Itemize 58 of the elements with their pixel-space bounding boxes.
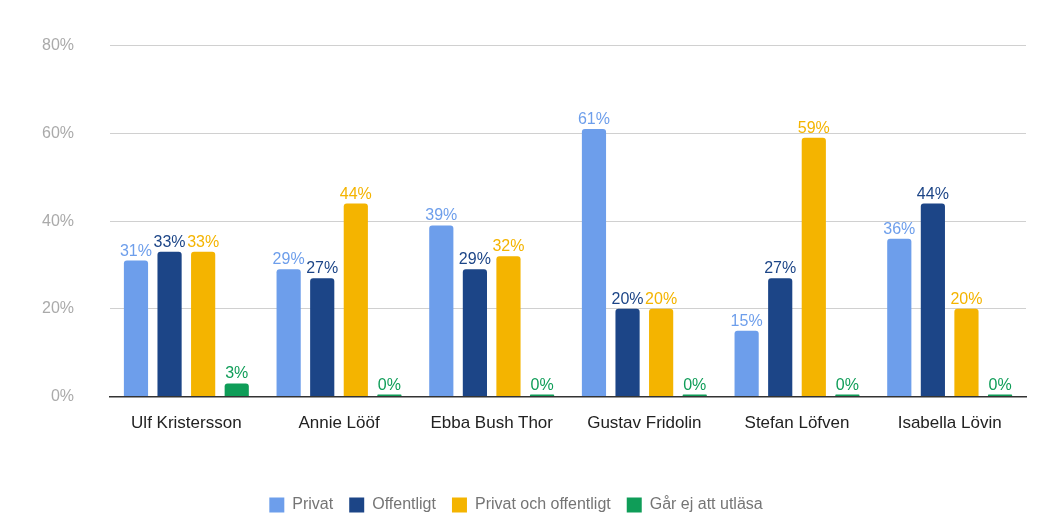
legend-label: Privat — [292, 495, 334, 513]
bar — [734, 330, 759, 397]
y-tick-label: 20% — [41, 299, 75, 317]
bar — [343, 203, 368, 397]
x-tick-label: Ebba Bush Thor — [430, 413, 554, 433]
data-label: 36% — [883, 219, 916, 237]
bar — [276, 269, 301, 397]
bar — [768, 278, 793, 397]
data-label: 31% — [119, 241, 152, 259]
bar — [123, 260, 149, 397]
bar — [954, 308, 979, 397]
data-label: 20% — [611, 289, 644, 307]
x-tick-label: Ulf Kristersson — [131, 413, 242, 433]
y-tick-label: 40% — [41, 211, 75, 229]
data-label: 0% — [988, 375, 1012, 393]
data-label: 29% — [272, 250, 305, 268]
bar — [581, 128, 607, 397]
data-label: 32% — [492, 237, 525, 255]
y-tick-label: 0% — [50, 387, 75, 405]
bar — [920, 203, 945, 397]
data-label: 0% — [377, 375, 401, 393]
data-label: 27% — [306, 259, 339, 277]
bar — [462, 269, 487, 397]
x-tick-label: Gustav Fridolin — [587, 413, 702, 433]
data-label: 33% — [153, 232, 186, 250]
bar — [224, 383, 249, 397]
data-label: 61% — [577, 109, 610, 127]
data-label: 20% — [645, 289, 678, 307]
y-tick-label: 60% — [41, 123, 75, 141]
data-label: 0% — [835, 375, 859, 393]
data-label: 0% — [683, 375, 707, 393]
bar — [801, 137, 826, 397]
data-label: 44% — [339, 184, 372, 202]
legend-label: Går ej att utläsa — [649, 495, 763, 513]
data-label: 3% — [225, 364, 249, 382]
bar — [887, 238, 912, 397]
data-label: 0% — [530, 375, 554, 393]
data-label: 59% — [797, 118, 830, 136]
bar — [429, 225, 454, 397]
data-label: 15% — [730, 311, 763, 329]
data-label: 44% — [916, 184, 949, 202]
bar — [615, 308, 640, 397]
x-tick-label: Annie Lööf — [298, 413, 380, 433]
data-label: 39% — [425, 206, 458, 224]
bar — [191, 251, 216, 397]
data-label: 29% — [458, 250, 491, 268]
data-label: 33% — [187, 232, 220, 250]
legend-label: Offentligt — [372, 495, 437, 513]
bar — [310, 278, 335, 397]
bar — [496, 256, 521, 397]
legend-label: Privat och offentligt — [474, 495, 612, 513]
data-label: 20% — [950, 289, 983, 307]
y-tick-label: 80% — [41, 36, 75, 54]
bar — [649, 308, 674, 397]
x-tick-label: Isabella Lövin — [897, 413, 1002, 433]
bar — [157, 251, 182, 397]
data-label: 27% — [764, 259, 797, 277]
x-tick-label: Stefan Löfven — [744, 413, 850, 433]
